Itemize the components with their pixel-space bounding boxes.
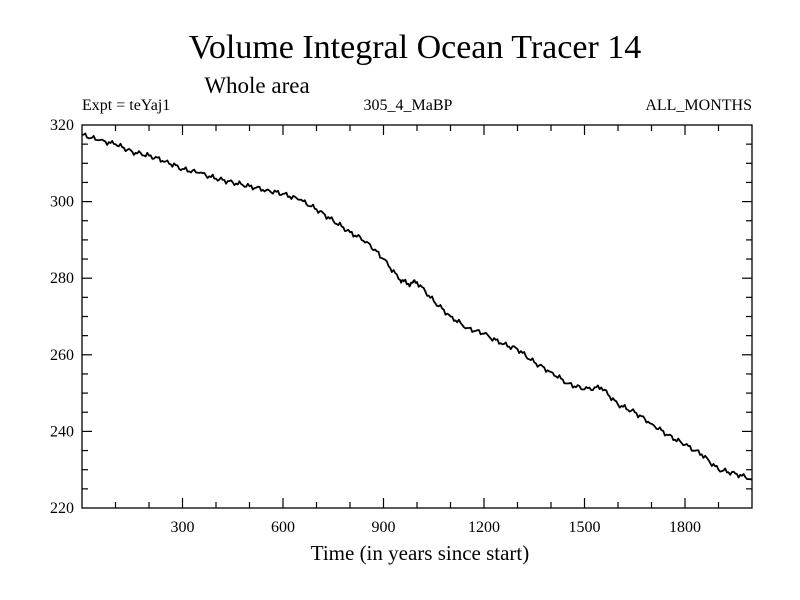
chart-subtitle: Whole area: [204, 73, 309, 98]
chart-title: Volume Integral Ocean Tracer 14: [189, 29, 642, 66]
y-tick-label: 300: [50, 194, 74, 211]
plot-frame: [81, 124, 753, 509]
x-tick-label: 300: [171, 519, 195, 536]
x-axis-label: Time (in years since start): [311, 541, 530, 565]
axis-tick-labels: 300 600 900 1200 1500 1800 220 240 260 280 300 320: [50, 117, 701, 536]
y-tick-label: 280: [50, 270, 74, 287]
experiment-label: Expt = teYaj1: [82, 97, 170, 114]
axis-ticks: [82, 125, 752, 508]
x-tick-label: 600: [271, 519, 295, 536]
period-label: 305_4_MaBP: [364, 97, 453, 114]
x-tick-label: 1800: [669, 519, 701, 536]
y-tick-label: 260: [50, 347, 74, 364]
x-tick-label: 1500: [569, 519, 601, 536]
y-tick-label: 240: [50, 423, 74, 440]
y-tick-label: 320: [50, 117, 74, 134]
y-tick-label: 220: [50, 500, 74, 517]
months-label: ALL_MONTHS: [645, 97, 752, 114]
x-tick-label: 1200: [468, 519, 500, 536]
x-tick-label: 900: [372, 519, 396, 536]
series-line: [81, 132, 752, 481]
